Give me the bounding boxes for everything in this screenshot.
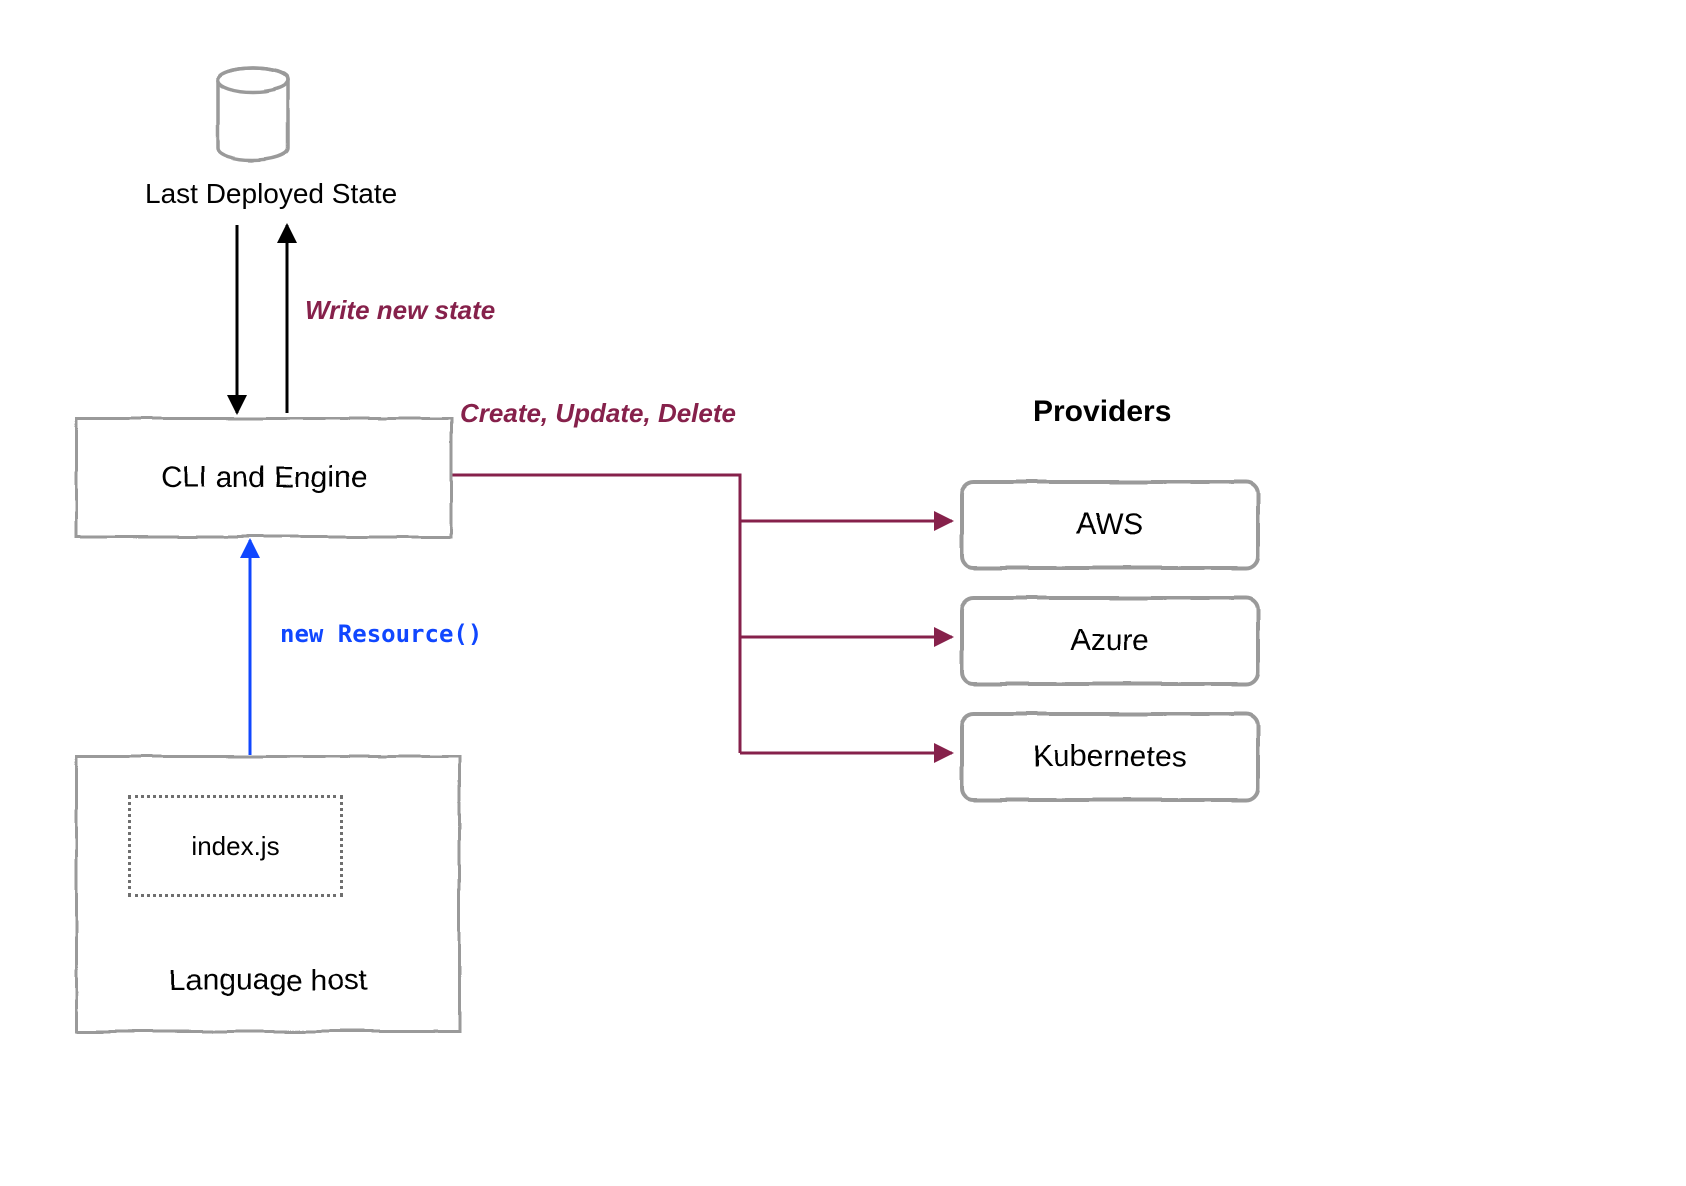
index-js-box: index.js [128, 795, 343, 897]
provider-kubernetes-label: Kubernetes [1033, 740, 1186, 774]
provider-kubernetes-box: Kubernetes [960, 712, 1260, 802]
crud-label: Create, Update, Delete [460, 398, 736, 429]
language-host-label: Language host [169, 964, 368, 998]
cli-engine-label: CLI and Engine [161, 461, 368, 495]
provider-aws-label: AWS [1076, 508, 1143, 542]
state-caption: Last Deployed State [145, 178, 397, 210]
provider-azure-label: Azure [1071, 624, 1149, 658]
new-resource-label: new Resource() [280, 620, 482, 648]
providers-title: Providers [1033, 395, 1171, 429]
cli-engine-box: CLI and Engine [75, 417, 453, 538]
index-js-label: index.js [191, 831, 279, 862]
provider-aws-box: AWS [960, 480, 1260, 570]
provider-azure-box: Azure [960, 596, 1260, 686]
arrow-crud-group [447, 475, 952, 753]
state-cylinder-icon [218, 68, 288, 160]
write-state-label: Write new state [305, 295, 495, 326]
